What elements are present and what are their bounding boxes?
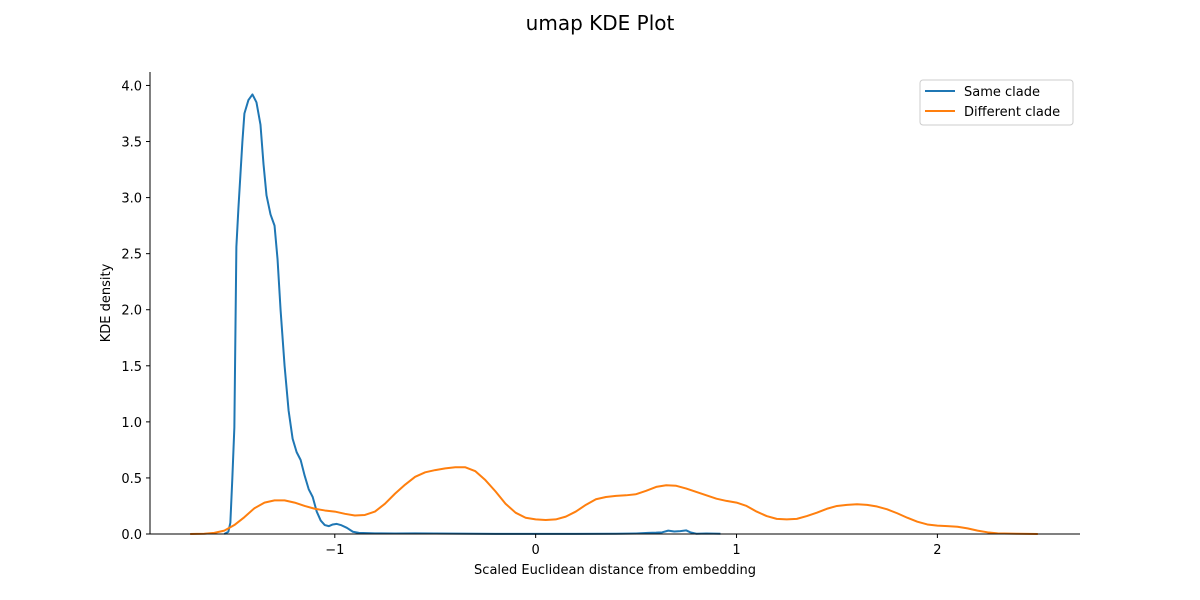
x-ticks: −1 0 1 2 — [325, 534, 942, 558]
x-axis-label: Scaled Euclidean distance from embedding — [474, 563, 756, 578]
chart-title: umap KDE Plot — [526, 11, 675, 35]
y-tick-label: 2.0 — [121, 304, 142, 319]
legend-frame — [919, 79, 1074, 126]
series-line-different-clade — [190, 466, 1038, 535]
x-tick-label: 0 — [532, 543, 540, 558]
series-layer — [190, 93, 1038, 535]
x-tick-label: 2 — [933, 543, 941, 558]
x-tick-label: 1 — [732, 543, 740, 558]
series-line-same-clade — [223, 93, 721, 535]
x-tick-label: −1 — [325, 543, 344, 558]
plot-area: −1 0 1 2 0.0 0.5 1.0 1.5 2.0 2.5 3.0 3.5 4.0 — [121, 72, 1080, 558]
y-tick-label: 4.0 — [121, 79, 142, 94]
y-tick-label: 1.0 — [121, 416, 142, 431]
y-tick-label: 0.5 — [121, 472, 142, 487]
y-axis-label: KDE density — [99, 263, 114, 342]
y-tick-label: 0.0 — [121, 528, 142, 543]
y-ticks: 0.0 0.5 1.0 1.5 2.0 2.5 3.0 3.5 4.0 — [121, 79, 150, 543]
y-tick-label: 3.5 — [121, 136, 142, 151]
legend-label-different-clade: Different clade — [964, 105, 1060, 120]
y-tick-label: 1.5 — [121, 360, 142, 375]
legend: Same clade Different clade — [919, 79, 1074, 126]
y-tick-label: 3.0 — [121, 192, 142, 207]
y-tick-label: 2.5 — [121, 248, 142, 263]
legend-label-same-clade: Same clade — [964, 85, 1040, 100]
